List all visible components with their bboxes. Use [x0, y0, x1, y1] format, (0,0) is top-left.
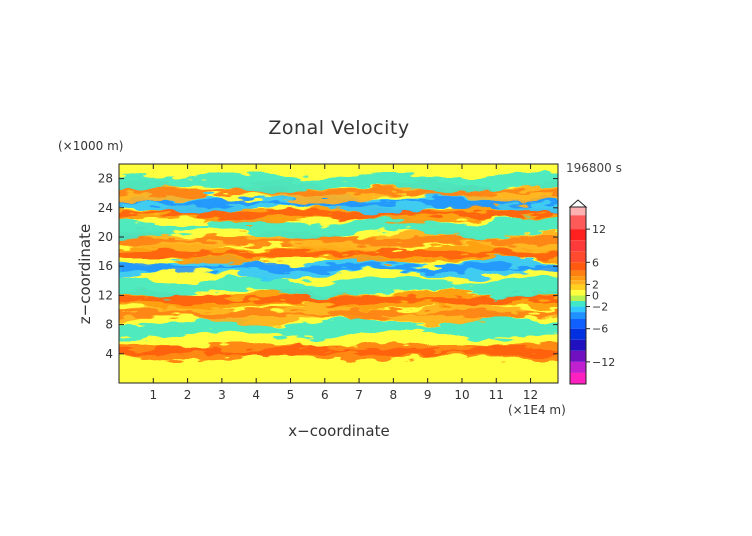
x-tick-label: 3: [218, 388, 226, 402]
y-unit-label: (×1000 m): [58, 139, 123, 153]
plot-frame: [118, 163, 559, 384]
x-axis: 1 2 3 4 5 6 7 8 9 10 11 12: [149, 164, 538, 402]
colorbar-swatch: [570, 270, 586, 277]
x-tick-label: 9: [424, 388, 432, 402]
heatmap-band-core: [119, 294, 558, 305]
heatmap-band: [119, 172, 558, 192]
colorbar-swatch: [570, 240, 586, 252]
colorbar-overflow-arrow: [568, 199, 588, 208]
x-tick-label: 8: [390, 388, 398, 402]
y-tick-label: 12: [98, 288, 113, 302]
colorbar-tick-label: 6: [592, 256, 599, 269]
colorbar-swatch: [570, 301, 586, 307]
x-tick-label: 6: [321, 388, 329, 402]
heatmap-band-core: [119, 346, 558, 357]
x-tick-label: 2: [184, 388, 192, 402]
colorbar-swatch: [570, 372, 586, 384]
colorbar-swatch: [570, 251, 586, 263]
y-axis: 4 8 12 16 20 24 28: [98, 172, 558, 361]
y-tick-label: 28: [98, 172, 113, 186]
colorbar-tick-label: 0: [592, 290, 599, 303]
colorbar-tick-label: 12: [592, 223, 606, 236]
colorbar-swatch: [570, 229, 586, 241]
x-tick-label: 4: [252, 388, 260, 402]
colorbar-swatch: [570, 289, 586, 296]
chart-title: Zonal Velocity: [268, 117, 409, 139]
time-label: 196800 s: [566, 161, 622, 175]
heatmap-band-core: [119, 262, 558, 273]
x-tick-label: 5: [287, 388, 295, 402]
y-tick-label: 24: [98, 201, 113, 215]
x-tick-label: 10: [454, 388, 469, 402]
y-tick-label: 4: [105, 347, 113, 361]
x-tick-label: 1: [149, 388, 157, 402]
x-tick-label: 11: [489, 388, 504, 402]
colorbar-swatch: [570, 207, 586, 216]
colorbar-swatch: [570, 276, 586, 281]
colorbar-swatch: [570, 262, 586, 271]
x-tick-label: 7: [355, 388, 363, 402]
colorbar-tick-label: 2: [592, 278, 599, 291]
y-tick-label: 20: [98, 230, 113, 244]
heatmap-field: [119, 164, 558, 383]
x-axis-label: x−coordinate: [288, 422, 389, 440]
colorbar-swatch: [570, 295, 586, 302]
colorbar-swatch: [570, 312, 586, 320]
colorbar-swatch: [570, 306, 586, 313]
y-tick-label: 16: [98, 259, 113, 273]
colorbar-swatch: [570, 339, 586, 351]
colorbar-swatch: [570, 361, 586, 373]
heatmap-band: [119, 317, 558, 339]
colorbar: 12 6 20−2 −6 −12: [568, 199, 615, 385]
heatmap-band-core: [119, 308, 558, 319]
colorbar-swatch: [570, 328, 586, 340]
y-tick-label: 8: [105, 318, 113, 332]
colorbar-swatch: [570, 215, 586, 230]
x-tick-label: 12: [523, 388, 538, 402]
heatmap-band-core: [119, 248, 558, 259]
colorbar-swatch: [570, 284, 586, 290]
heatmap-bands: [119, 172, 558, 362]
colorbar-swatch: [570, 350, 586, 362]
heatmap-band: [119, 276, 558, 298]
colorbar-tick-label: −12: [592, 356, 615, 369]
heatmap-band-core: [119, 235, 558, 246]
colorbar-swatch: [570, 280, 586, 285]
colorbar-swatch: [570, 319, 586, 329]
heatmap-band-core: [119, 208, 558, 219]
colorbar-tick-label: −6: [592, 323, 608, 336]
y-axis-label: z−coordinate: [76, 224, 94, 324]
x-unit-label: (×1E4 m): [508, 403, 566, 417]
colorbar-tick-label: −2: [592, 301, 608, 314]
